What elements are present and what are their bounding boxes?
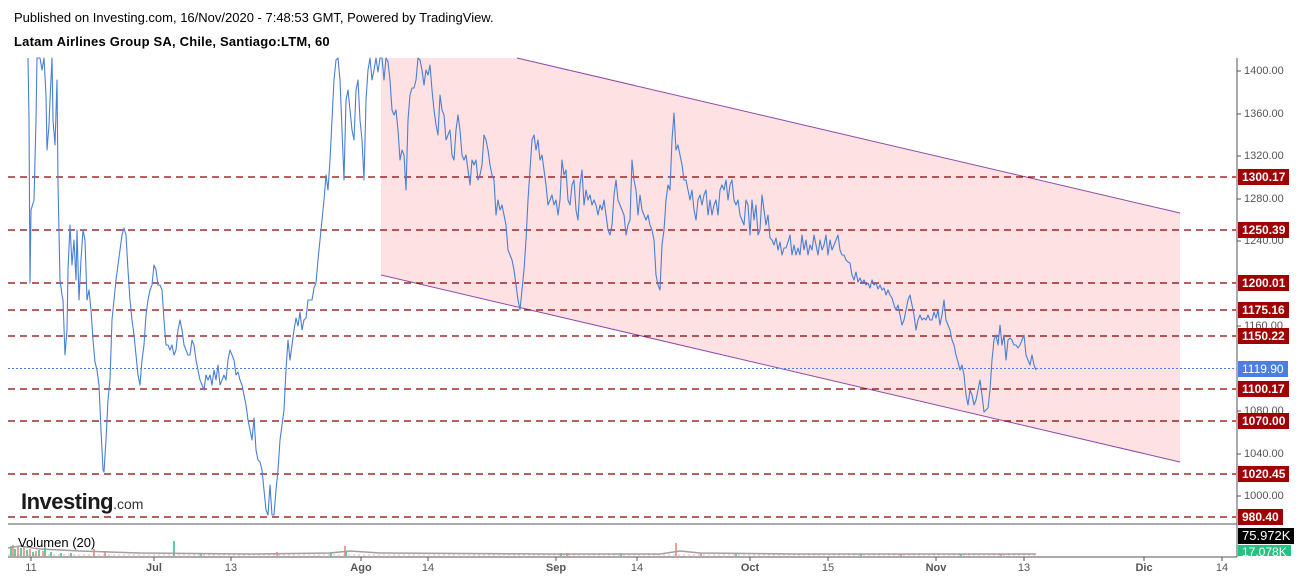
volume-indicator-label[interactable]: Volumen (20) — [18, 535, 96, 550]
x-tick-label: 11 — [25, 562, 37, 574]
y-tick-label: 1360.00 — [1244, 108, 1284, 120]
y-tick-label: 1280.00 — [1244, 193, 1284, 205]
volume-bars — [7, 541, 1036, 556]
level-tag: 1100.17 — [1238, 381, 1289, 397]
price-line[interactable] — [27, 57, 1037, 516]
logo-suffix: .com — [113, 496, 144, 512]
channel-upper-line[interactable] — [516, 57, 1181, 214]
x-tick-label: Dic — [1135, 562, 1153, 574]
x-tick-label: Oct — [740, 562, 760, 574]
descending-channel-fill — [381, 58, 1180, 462]
y-tick-label: 1320.00 — [1244, 150, 1284, 162]
volume-last-value-tag: 75.972K — [1238, 528, 1295, 544]
x-tick-label: 13 — [1017, 562, 1031, 574]
x-tick-label: Jul — [146, 562, 162, 574]
level-tag: 1200.01 — [1238, 275, 1290, 291]
level-tag: 1020.45 — [1238, 466, 1290, 482]
x-tick-label: Ago — [350, 562, 372, 574]
x-tick-label: 13 — [224, 562, 238, 574]
x-tick-label: Sep — [545, 562, 567, 574]
right-axis-ticks — [1237, 70, 1241, 497]
level-tag: 1150.22 — [1238, 328, 1289, 344]
level-tag: 1070.00 — [1238, 413, 1290, 429]
level-tag: 1300.17 — [1238, 169, 1290, 185]
x-tick-label: 14 — [1215, 562, 1229, 574]
level-tag: 1175.16 — [1238, 302, 1289, 318]
x-tick-label: 14 — [421, 562, 435, 574]
investing-logo: Investing.com — [21, 489, 143, 515]
y-tick-label: 1400.00 — [1244, 65, 1284, 77]
bottom-axis-ticks — [30, 557, 1223, 561]
y-tick-label: 1240.00 — [1244, 235, 1284, 247]
y-tick-label: 1040.00 — [1244, 448, 1284, 460]
current-price-tag: 1119.90 — [1238, 361, 1288, 377]
published-caption: Published on Investing.com, 16/Nov/2020 … — [14, 10, 494, 25]
level-tag: 980.40 — [1238, 509, 1283, 525]
chart-title: Latam Airlines Group SA, Chile, Santiago… — [14, 34, 330, 49]
y-tick-label: 1000.00 — [1244, 490, 1284, 502]
x-tick-label: 14 — [630, 562, 644, 574]
x-tick-label: Nov — [925, 562, 947, 574]
x-tick-label: 15 — [821, 562, 835, 574]
logo-main: Investing — [21, 489, 114, 514]
horizontal-levels — [8, 176, 1236, 518]
level-tag: 1250.39 — [1238, 222, 1290, 238]
volume-current-value-tag: 17.078K — [1238, 545, 1291, 556]
